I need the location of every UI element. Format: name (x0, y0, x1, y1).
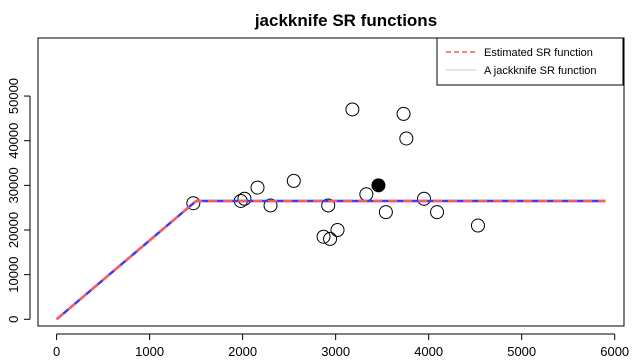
legend: Estimated SR function A jackknife SR fun… (436, 37, 624, 86)
x-tick-label-4: 4000 (414, 344, 443, 359)
data-point-10 (345, 102, 360, 117)
x-tick-label-5: 5000 (507, 344, 536, 359)
data-point-0 (186, 196, 201, 211)
data-point-8 (323, 231, 338, 246)
x-tick-label-3: 3000 (321, 344, 350, 359)
y-tick-label-4: 40000 (6, 123, 21, 159)
y-tick-label-5: 50000 (6, 78, 21, 114)
data-point-6 (316, 229, 331, 244)
data-point-9 (330, 223, 345, 237)
estimated-sr-line (55, 199, 606, 321)
x-tick-label-0: 0 (53, 344, 60, 359)
data-point-12 (378, 205, 393, 220)
data-point-13 (396, 106, 411, 121)
data-point-4 (263, 198, 278, 213)
highlighted-point (371, 178, 386, 193)
plot-area: 0 1000 2000 3000 4000 5000 6000 0 10000 20000 3000… (6, 37, 629, 359)
x-tick-label-6: 6000 (600, 344, 629, 359)
jackknife-sr-line (55, 199, 606, 321)
data-point-5 (286, 173, 301, 188)
y-tick-label-1: 10000 (6, 257, 21, 293)
legend-box (436, 37, 624, 86)
y-tick-label-3: 30000 (6, 167, 21, 203)
data-point-16 (430, 205, 445, 220)
data-point-17 (470, 218, 485, 233)
x-tick-label-2: 2000 (228, 344, 257, 359)
data-point-7 (321, 198, 336, 213)
data-point-3 (250, 180, 265, 195)
y-tick-label-0: 0 (6, 316, 21, 323)
data-point-2 (237, 191, 252, 206)
data-point-11 (359, 187, 374, 202)
data-point-15 (417, 191, 432, 206)
legend-label-jackknife: A jackknife SR function (484, 65, 597, 77)
y-tick-label-2: 20000 (6, 212, 21, 248)
chart-title: jackknife SR functions (254, 11, 437, 30)
plot-frame (37, 37, 625, 327)
data-point-14 (399, 131, 414, 146)
legend-label-estimated: Estimated SR function (484, 47, 593, 59)
x-tick-label-1: 1000 (135, 344, 164, 359)
